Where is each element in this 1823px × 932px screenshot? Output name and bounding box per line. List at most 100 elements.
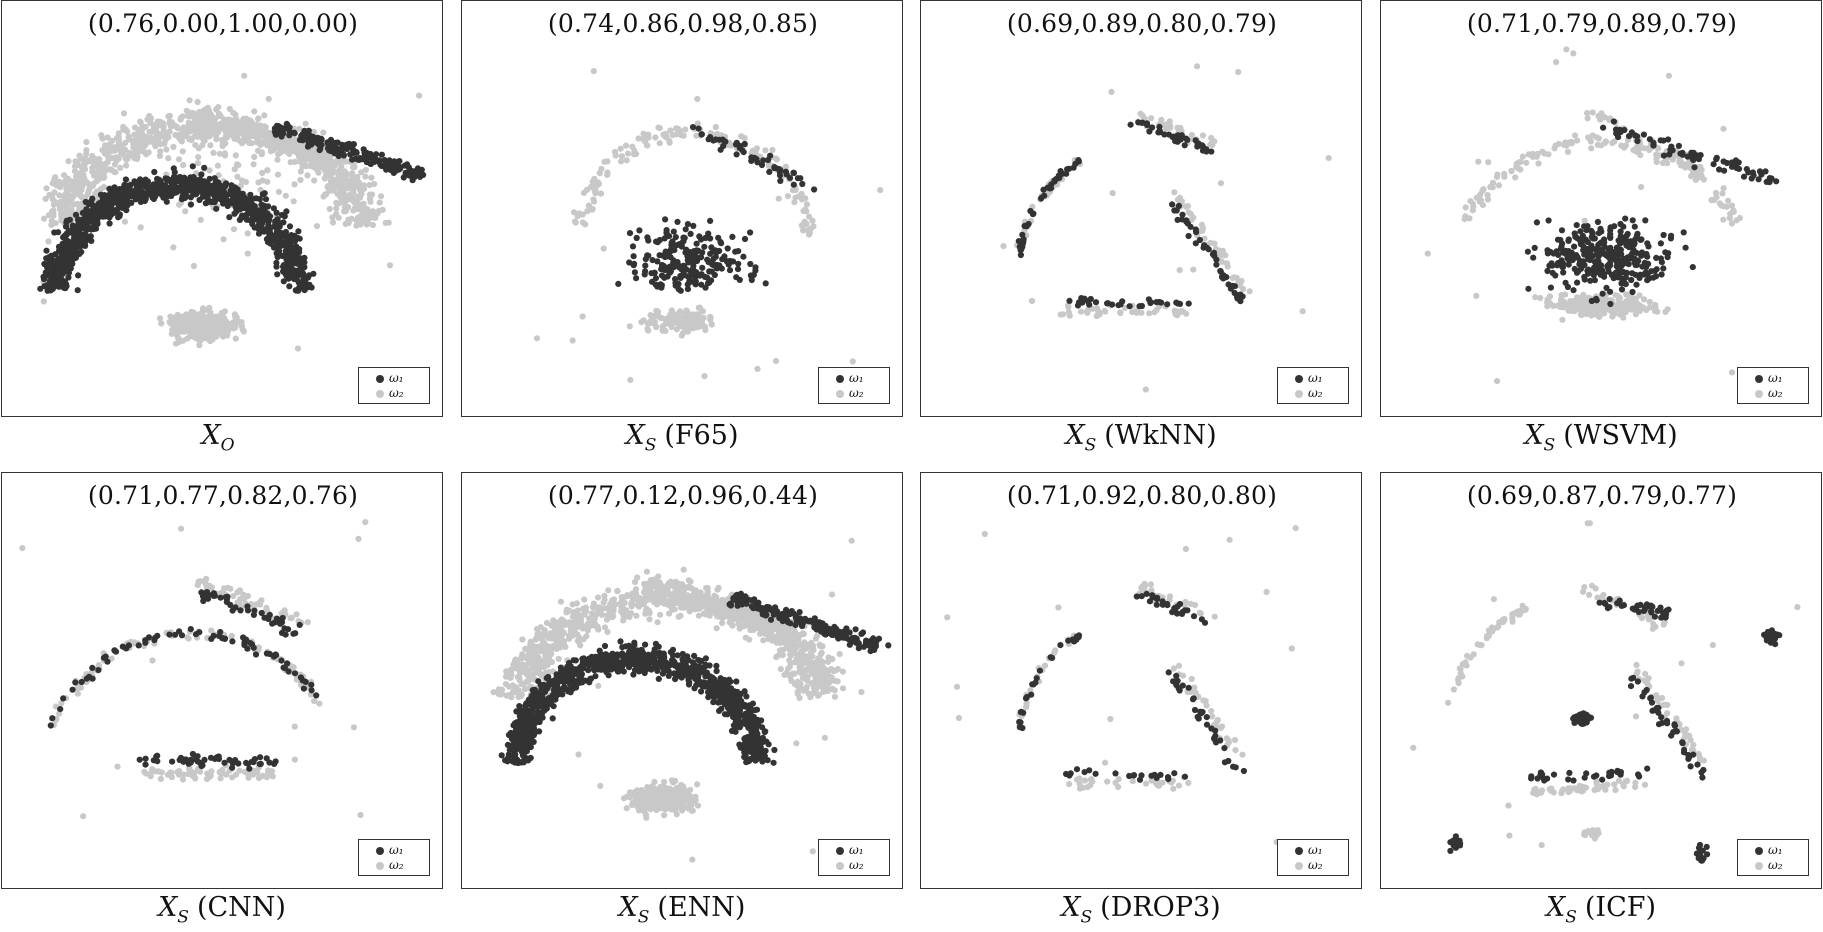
point-omega2 bbox=[234, 589, 240, 595]
point-omega1 bbox=[211, 633, 217, 639]
point-omega2 bbox=[633, 151, 639, 157]
point-omega2 bbox=[207, 142, 213, 148]
point-omega1 bbox=[110, 189, 116, 195]
point-omega1 bbox=[704, 275, 710, 281]
point-omega1 bbox=[273, 758, 279, 764]
point-omega2 bbox=[155, 118, 161, 124]
point-omega1 bbox=[287, 124, 293, 130]
point-omega1 bbox=[289, 245, 295, 251]
point-omega1 bbox=[151, 169, 157, 175]
point-omega2 bbox=[1485, 196, 1491, 202]
point-omega1 bbox=[169, 759, 175, 765]
point-omega2 bbox=[333, 205, 339, 211]
point-omega2 bbox=[598, 191, 604, 197]
point-omega1 bbox=[313, 692, 319, 698]
point-omega2 bbox=[265, 135, 271, 141]
point-omega1 bbox=[1619, 286, 1625, 292]
point-omega1 bbox=[295, 228, 301, 234]
point-omega1 bbox=[1690, 264, 1696, 270]
point-omega1 bbox=[265, 203, 271, 209]
point-omega2 bbox=[193, 326, 199, 332]
point-omega2 bbox=[627, 323, 633, 329]
point-omega2 bbox=[696, 320, 702, 326]
point-omega2 bbox=[133, 142, 139, 148]
point-omega2 bbox=[1129, 309, 1135, 315]
legend-entry-omega1: ω₁ bbox=[1278, 372, 1350, 386]
point-omega1 bbox=[201, 757, 207, 763]
point-omega2 bbox=[321, 193, 327, 199]
point-omega1 bbox=[1081, 296, 1087, 302]
point-omega1 bbox=[1156, 299, 1162, 305]
point-omega1 bbox=[419, 167, 425, 173]
point-omega2 bbox=[773, 358, 779, 364]
point-omega1 bbox=[1648, 268, 1654, 274]
point-omega2 bbox=[1588, 145, 1594, 151]
point-omega1 bbox=[763, 280, 769, 286]
point-omega1 bbox=[79, 240, 85, 246]
point-omega1 bbox=[1607, 301, 1613, 307]
point-omega2 bbox=[181, 127, 187, 133]
point-omega2 bbox=[800, 222, 806, 228]
point-omega2 bbox=[179, 320, 185, 326]
point-omega1 bbox=[1607, 227, 1613, 233]
point-omega1 bbox=[154, 183, 160, 189]
point-omega1 bbox=[88, 198, 94, 204]
point-omega2 bbox=[227, 321, 233, 327]
point-omega2 bbox=[613, 152, 619, 158]
point-omega1 bbox=[296, 285, 302, 291]
point-omega1 bbox=[699, 131, 705, 137]
point-omega2 bbox=[1058, 312, 1064, 318]
point-omega1 bbox=[777, 169, 783, 175]
point-omega2 bbox=[570, 337, 576, 343]
point-omega2 bbox=[1185, 203, 1191, 209]
point-omega2 bbox=[1167, 123, 1173, 129]
point-omega1 bbox=[1532, 245, 1538, 251]
legend-label: ω₂ bbox=[1308, 386, 1323, 400]
point-omega1 bbox=[364, 156, 370, 162]
point-omega1 bbox=[752, 264, 758, 270]
point-omega1 bbox=[615, 281, 621, 287]
point-omega2 bbox=[677, 315, 683, 321]
point-omega2 bbox=[228, 130, 234, 136]
point-omega2 bbox=[46, 192, 52, 198]
point-omega1 bbox=[190, 174, 196, 180]
point-omega1 bbox=[113, 649, 119, 655]
point-omega1 bbox=[42, 274, 48, 280]
point-omega2 bbox=[276, 189, 282, 195]
point-omega1 bbox=[75, 287, 81, 293]
point-omega1 bbox=[1016, 238, 1022, 244]
point-omega2 bbox=[54, 182, 60, 188]
point-omega1 bbox=[1056, 173, 1062, 179]
point-omega2 bbox=[345, 178, 351, 184]
point-omega1 bbox=[240, 634, 246, 640]
point-omega1 bbox=[697, 273, 703, 279]
point-omega2 bbox=[573, 219, 579, 225]
point-omega2 bbox=[182, 208, 188, 214]
point-omega2 bbox=[367, 192, 373, 198]
point-omega1 bbox=[766, 169, 772, 175]
point-omega1 bbox=[75, 272, 81, 278]
point-omega1 bbox=[674, 219, 680, 225]
point-omega2 bbox=[217, 769, 223, 775]
point-omega2 bbox=[86, 186, 92, 192]
point-omega1 bbox=[1559, 227, 1565, 233]
point-omega2 bbox=[1625, 306, 1631, 312]
point-omega1 bbox=[309, 687, 315, 693]
point-omega2 bbox=[1463, 204, 1469, 210]
point-omega2 bbox=[333, 181, 339, 187]
point-omega2 bbox=[264, 167, 270, 173]
point-omega1 bbox=[1600, 291, 1606, 297]
point-omega2 bbox=[74, 201, 80, 207]
point-omega2 bbox=[802, 207, 808, 213]
point-omega2 bbox=[158, 141, 164, 147]
point-omega1 bbox=[277, 621, 283, 627]
point-omega1 bbox=[184, 193, 190, 199]
point-omega1 bbox=[298, 133, 304, 139]
point-omega1 bbox=[262, 228, 268, 234]
point-omega2 bbox=[1637, 152, 1643, 158]
point-omega2 bbox=[1534, 154, 1540, 160]
point-omega1 bbox=[263, 196, 269, 202]
point-omega1 bbox=[259, 610, 265, 616]
point-omega2 bbox=[95, 161, 101, 167]
